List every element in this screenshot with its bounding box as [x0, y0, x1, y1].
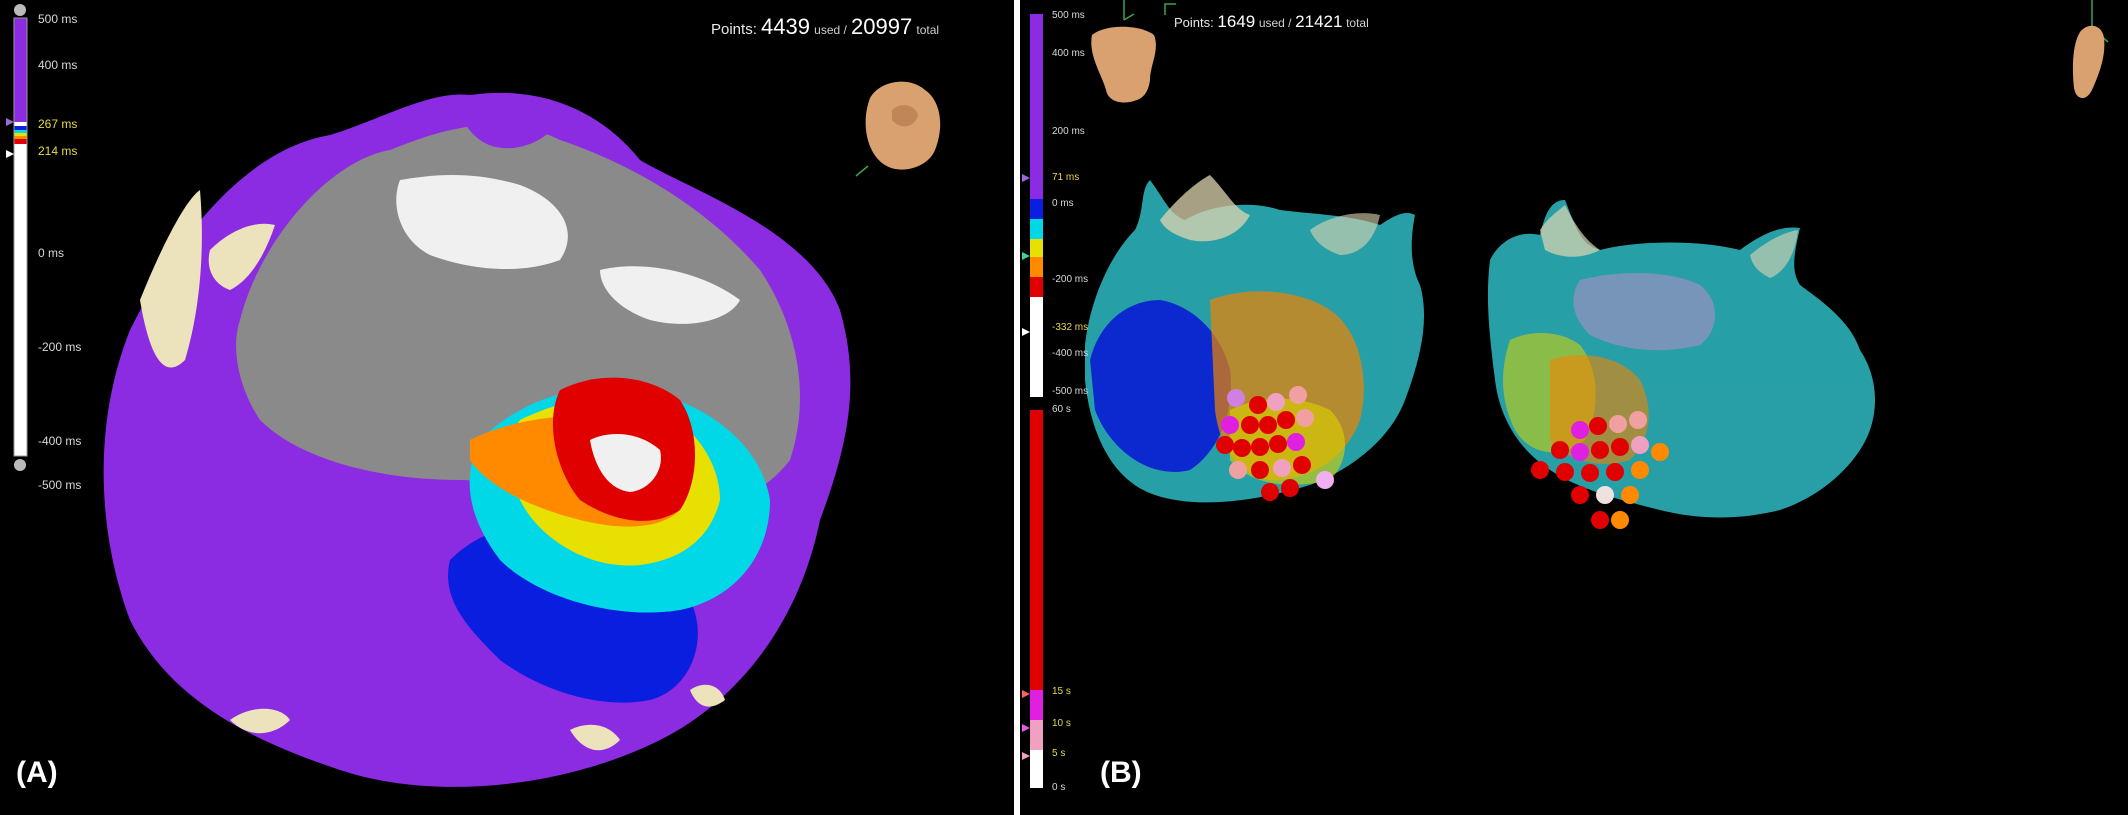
panel-a-color-scale — [6, 4, 28, 471]
time-tick-15: 15 s — [1052, 686, 1071, 697]
points-total-word: total — [1346, 16, 1369, 30]
panel-b-heart-right — [1487, 200, 1875, 518]
scale-tick-500: 500 ms — [38, 12, 78, 26]
act-tick-minus400: -400 ms — [1052, 348, 1089, 359]
time-tick-0: 0 s — [1052, 782, 1066, 793]
panel-b-time-scale — [1022, 410, 1043, 788]
act-tick-500: 500 ms — [1052, 10, 1085, 21]
scale-tick-400: 400 ms — [38, 58, 78, 72]
act-tick-minus332: -332 ms — [1052, 322, 1089, 333]
panel-b-heart-left — [1085, 175, 1425, 503]
time-tick-5: 5 s — [1052, 748, 1066, 759]
points-total-value: 20997 — [851, 14, 913, 39]
orientation-torso-icon — [855, 81, 941, 177]
points-total-word: total — [916, 23, 940, 37]
scale-tick-minus400: -400 ms — [38, 434, 82, 448]
time-tick-10: 10 s — [1052, 718, 1071, 729]
points-total-value: 21421 — [1295, 12, 1343, 31]
ablation-points-right — [1531, 411, 1669, 529]
act-tick-400: 400 ms — [1052, 48, 1085, 59]
orientation-torso-icon — [1091, 0, 1156, 103]
orientation-torso-side-icon — [2072, 0, 2109, 99]
scale-tick-214: 214 ms — [38, 144, 78, 158]
scale-tick-267: 267 ms — [38, 117, 78, 131]
panel-b-map-graphic — [1022, 0, 2109, 788]
points-prefix: Points: — [1174, 15, 1214, 30]
panel-a-heart-shell — [103, 92, 851, 787]
panel-b-points-counter: Points: 1649 used / 21421 total — [1174, 12, 1369, 32]
act-tick-71: 71 ms — [1052, 172, 1080, 183]
scale-tick-minus500: -500 ms — [38, 478, 82, 492]
act-tick-minus200: -200 ms — [1052, 274, 1089, 285]
scale-tick-0: 0 ms — [38, 246, 65, 260]
points-used-word: used / — [1258, 16, 1292, 30]
points-prefix: Points: — [711, 21, 757, 38]
panel-b-activation-scale — [1022, 14, 1043, 397]
ablation-points-left — [1216, 386, 1334, 501]
panel-a-points-counter: Points: 4439 used / 20997 total — [711, 14, 939, 40]
panel-b-label: (B) — [1100, 756, 1142, 789]
act-tick-200: 200 ms — [1052, 126, 1085, 137]
panel-a-activation-map: 500 ms 400 ms 267 ms 214 ms 0 ms -200 ms… — [0, 0, 1014, 815]
scale-tick-minus200: -200 ms — [38, 340, 82, 354]
act-tick-0: 0 ms — [1052, 198, 1074, 209]
time-tick-60: 60 s — [1052, 404, 1071, 415]
points-used-value: 1649 — [1217, 12, 1256, 31]
panel-a-map-graphic — [6, 4, 941, 787]
act-tick-minus500: -500 ms — [1052, 386, 1089, 397]
points-used-word: used / — [814, 23, 847, 37]
panel-a-label: (A) — [16, 756, 58, 789]
points-used-value: 4439 — [761, 14, 810, 39]
panel-b-activation-map: 500 ms 400 ms 200 ms 71 ms 0 ms -200 ms … — [1014, 0, 2128, 815]
